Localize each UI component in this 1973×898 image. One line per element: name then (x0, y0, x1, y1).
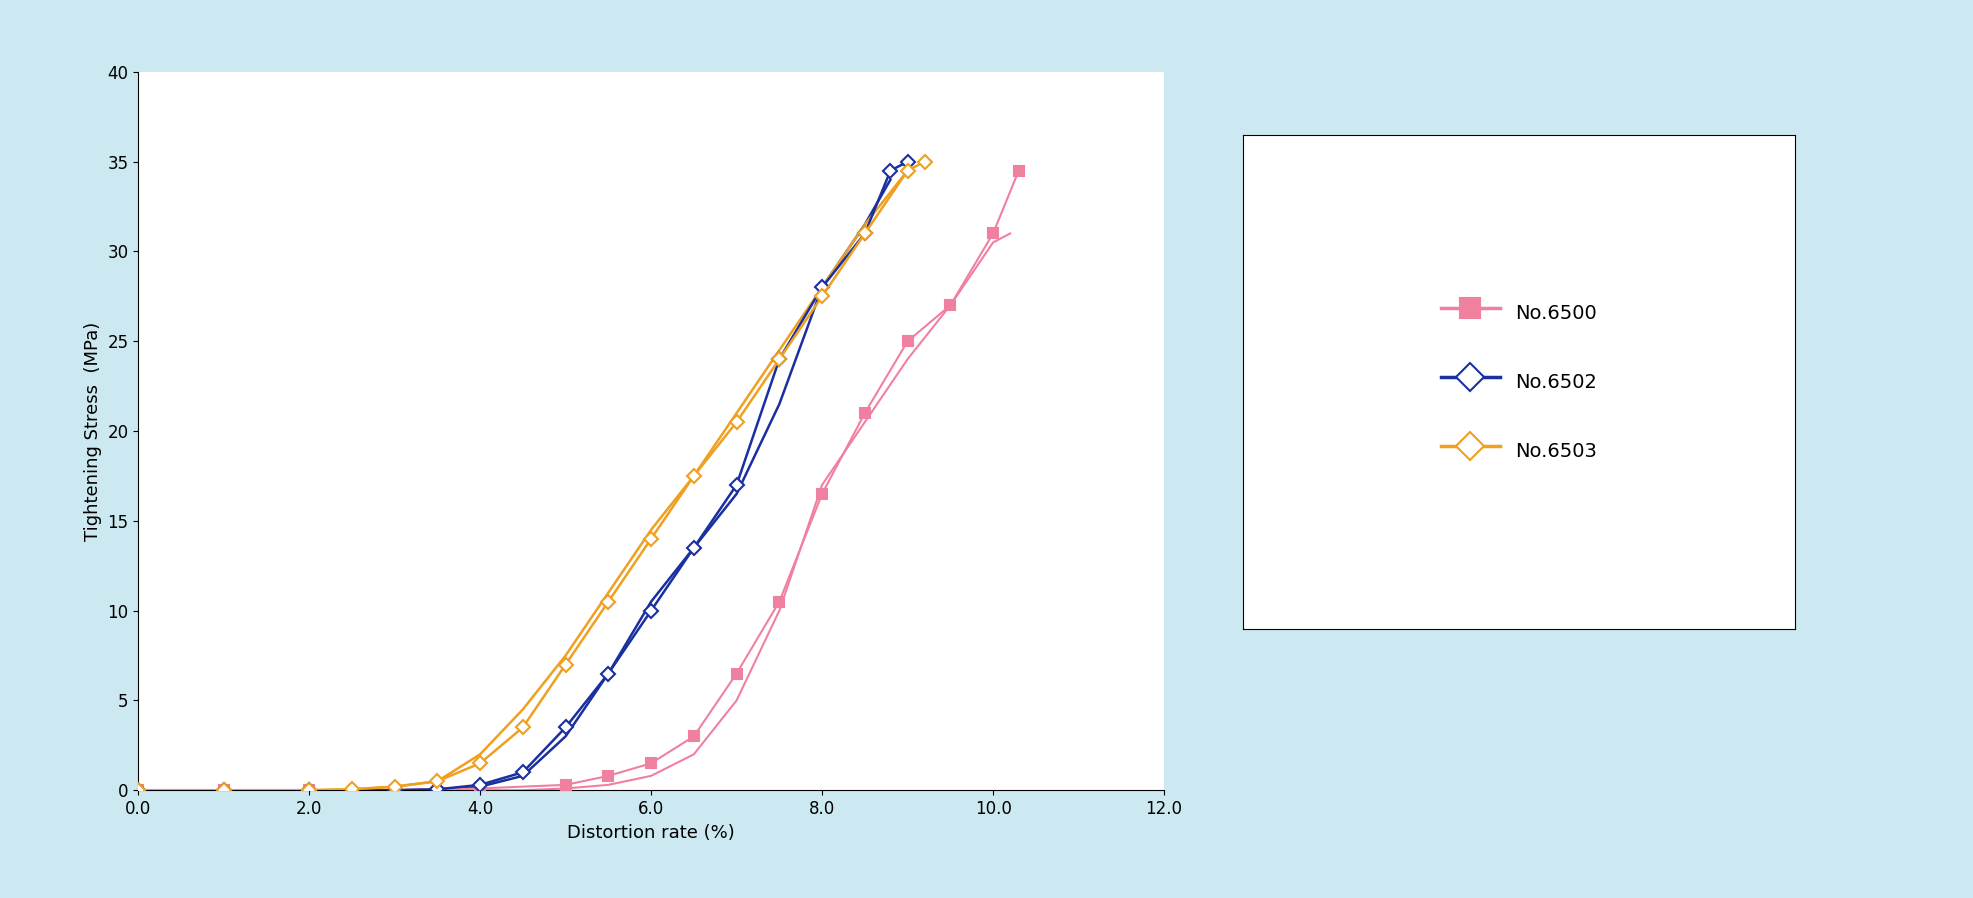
No.6500 (211, 785, 235, 796)
No.6502 (511, 767, 535, 778)
No.6500 (383, 785, 406, 796)
No.6503 (639, 533, 663, 544)
No.6503 (383, 781, 406, 792)
No.6502 (724, 480, 748, 490)
No.6503 (724, 417, 748, 427)
Y-axis label: Tightening Stress  (MPa): Tightening Stress (MPa) (83, 321, 103, 541)
No.6502 (126, 785, 150, 796)
Legend: No.6500, No.6502, No.6503: No.6500, No.6502, No.6503 (1413, 269, 1626, 495)
No.6503 (896, 165, 919, 176)
No.6502 (811, 282, 835, 293)
No.6500 (811, 489, 835, 499)
No.6500 (126, 785, 150, 796)
No.6503 (683, 471, 706, 481)
No.6500 (683, 731, 706, 742)
No.6500 (852, 408, 876, 418)
No.6500 (639, 758, 663, 769)
No.6502 (298, 785, 322, 796)
No.6502 (878, 165, 902, 176)
No.6503 (211, 785, 235, 796)
No.6503 (426, 776, 450, 787)
No.6503 (468, 758, 491, 769)
No.6502 (468, 779, 491, 790)
No.6502 (596, 668, 620, 679)
No.6502 (426, 784, 450, 795)
No.6503 (852, 228, 876, 239)
No.6503 (554, 659, 578, 670)
No.6500 (596, 770, 620, 781)
No.6503 (596, 596, 620, 607)
X-axis label: Distortion rate (%): Distortion rate (%) (566, 823, 736, 841)
No.6503 (767, 354, 791, 365)
No.6503 (298, 785, 322, 796)
No.6500 (554, 779, 578, 790)
No.6500 (724, 668, 748, 679)
No.6503 (126, 785, 150, 796)
No.6502 (767, 354, 791, 365)
No.6503 (511, 722, 535, 733)
No.6502 (683, 542, 706, 553)
No.6502 (211, 785, 235, 796)
No.6502 (383, 785, 406, 796)
No.6500 (767, 596, 791, 607)
No.6500 (981, 228, 1004, 239)
No.6500 (1006, 165, 1030, 176)
No.6502 (639, 605, 663, 616)
No.6503 (339, 784, 363, 795)
Line: No.6500: No.6500 (134, 166, 1024, 795)
No.6503 (913, 156, 937, 167)
No.6502 (896, 156, 919, 167)
No.6500 (939, 300, 963, 311)
No.6500 (896, 336, 919, 347)
No.6503 (811, 291, 835, 302)
No.6500 (298, 785, 322, 796)
Line: No.6502: No.6502 (134, 157, 912, 795)
No.6502 (852, 228, 876, 239)
Line: No.6503: No.6503 (134, 157, 929, 795)
No.6500 (468, 783, 491, 794)
No.6502 (554, 722, 578, 733)
